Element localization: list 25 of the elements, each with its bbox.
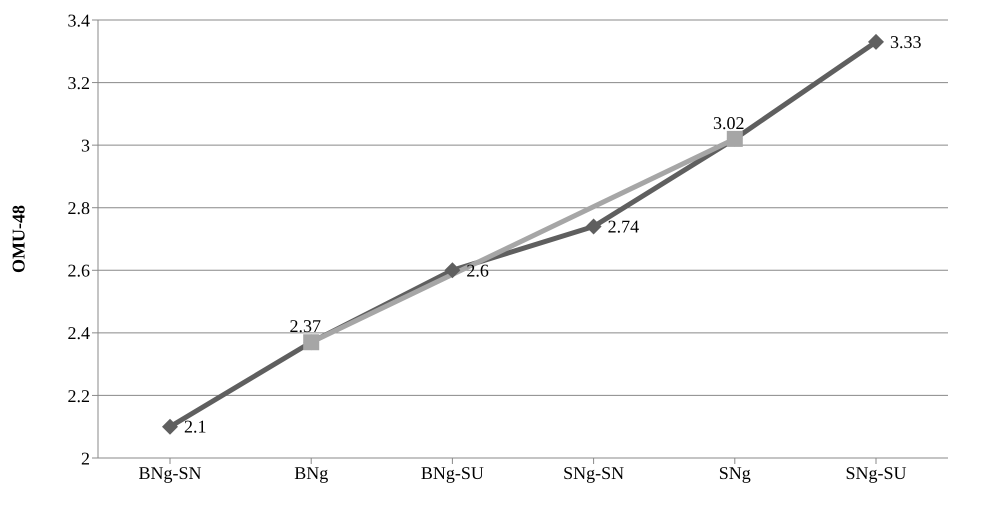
y-tick-label: 2.6 xyxy=(68,260,90,281)
x-tick-label: SNg-SN xyxy=(563,462,624,483)
x-tick-label: BNg-SN xyxy=(138,462,202,483)
y-tick-label: 3 xyxy=(81,136,90,156)
data-label: 2.1 xyxy=(184,416,206,437)
y-tick-label: 2.2 xyxy=(68,386,90,406)
point xyxy=(444,262,460,278)
y-axis-title: OMU-48 xyxy=(8,205,28,273)
y-tick-label: 3.4 xyxy=(68,10,90,30)
data-label: 3.33 xyxy=(890,32,922,52)
point xyxy=(868,34,884,50)
point xyxy=(162,418,178,435)
point xyxy=(586,218,602,234)
y-tick-label: 3.2 xyxy=(68,72,90,93)
x-tick-label: BNg-SU xyxy=(420,462,484,483)
y-tick-label: 2.4 xyxy=(68,323,90,344)
data-label: 2.37 xyxy=(289,316,321,336)
x-tick-label: SNg-SU xyxy=(845,462,907,483)
data-label: 2.74 xyxy=(608,216,640,236)
data-label: 3.02 xyxy=(713,112,745,133)
y-tick-label: 2 xyxy=(81,448,90,468)
y-tick-label: 2.8 xyxy=(68,198,90,218)
data-label: 2.6 xyxy=(466,260,489,280)
x-tick-label: BNg xyxy=(294,462,328,483)
x-tick-label: SNg xyxy=(718,462,751,483)
